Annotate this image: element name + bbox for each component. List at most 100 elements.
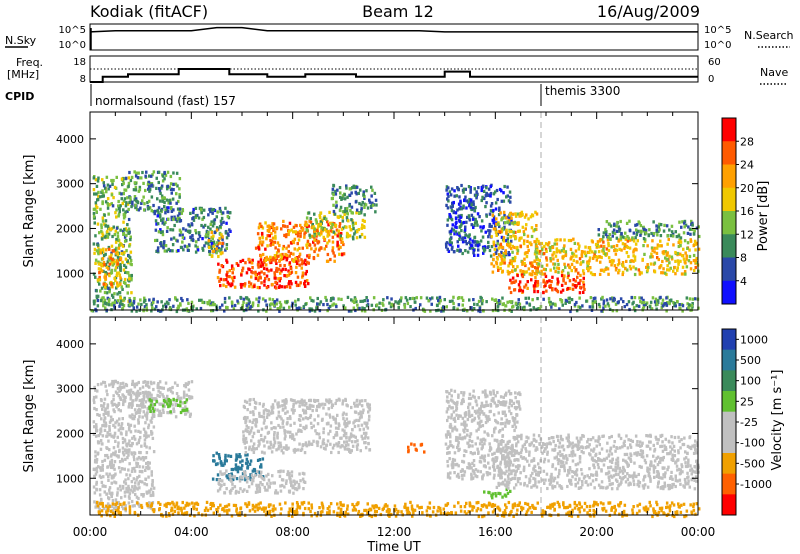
heatmap-cell xyxy=(631,236,634,240)
heatmap-cell xyxy=(163,240,166,244)
heatmap-cell xyxy=(605,230,608,234)
heatmap-cell xyxy=(254,423,257,427)
heatmap-cell xyxy=(230,300,234,304)
heatmap-cell xyxy=(240,467,243,471)
heatmap-cell xyxy=(133,488,136,492)
heatmap-cell xyxy=(143,380,147,384)
heatmap-cell xyxy=(615,236,619,240)
heatmap-cell xyxy=(308,219,311,223)
heatmap-cell xyxy=(576,242,580,246)
heatmap-cell xyxy=(295,283,299,288)
heatmap-cell xyxy=(332,415,335,419)
heatmap-cell xyxy=(602,247,605,251)
heatmap-cell xyxy=(460,296,464,300)
heatmap-cell xyxy=(639,233,642,237)
heatmap-cell xyxy=(359,410,362,414)
heatmap-cell xyxy=(146,406,150,411)
heatmap-cell xyxy=(266,409,269,413)
heatmap-cell xyxy=(321,402,324,406)
heatmap-cell xyxy=(683,221,686,225)
heatmap-cell xyxy=(226,214,230,219)
heatmap-cell xyxy=(136,389,140,393)
heatmap-cell xyxy=(113,276,116,280)
heatmap-cell xyxy=(112,196,115,200)
heatmap-cell xyxy=(329,442,332,446)
heatmap-cell xyxy=(158,386,162,390)
heatmap-cell xyxy=(650,231,653,236)
heatmap-cell xyxy=(337,229,340,233)
heatmap-cell xyxy=(549,303,552,307)
heatmap-cell xyxy=(103,222,106,226)
heatmap-cell xyxy=(168,249,172,253)
heatmap-cell xyxy=(232,307,236,311)
heatmap-cell xyxy=(562,249,566,254)
heatmap-cell xyxy=(92,176,96,180)
heatmap-cell xyxy=(146,381,149,385)
heatmap-cell xyxy=(470,223,473,227)
heatmap-cell xyxy=(447,194,450,198)
heatmap-cell xyxy=(570,269,573,273)
heatmap-cell xyxy=(201,246,204,250)
heatmap-cell xyxy=(149,493,152,498)
heatmap-cell xyxy=(112,382,115,386)
heatmap-cell xyxy=(251,445,255,449)
heatmap-cell xyxy=(201,237,204,241)
heatmap-cell xyxy=(692,253,696,258)
heatmap-cell xyxy=(607,236,610,240)
heatmap-cell xyxy=(237,263,240,267)
heatmap-cell xyxy=(459,215,462,219)
heatmap-cell xyxy=(258,470,261,474)
heatmap-cell xyxy=(500,257,504,261)
heatmap-cell xyxy=(133,195,137,199)
heatmap-cell xyxy=(652,233,655,237)
heatmap-cell xyxy=(473,302,476,306)
heatmap-cell xyxy=(489,254,493,258)
heatmap-cell xyxy=(225,474,228,478)
heatmap-cell xyxy=(493,221,497,225)
heatmap-cell xyxy=(469,187,472,192)
heatmap-cell xyxy=(328,210,331,214)
heatmap-cell xyxy=(247,302,250,306)
heatmap-cell xyxy=(328,413,331,417)
heatmap-cell xyxy=(121,183,124,187)
heatmap-cell xyxy=(341,219,345,223)
heatmap-cell xyxy=(465,206,468,210)
heatmap-cell xyxy=(507,272,510,276)
heatmap-cell xyxy=(190,300,194,304)
heatmap-cell xyxy=(157,206,161,210)
heatmap-cell xyxy=(262,402,265,406)
heatmap-cell xyxy=(144,298,147,302)
heatmap-cell xyxy=(516,249,520,253)
heatmap-cell xyxy=(149,409,152,413)
heatmap-cell xyxy=(519,288,522,292)
heatmap-cell xyxy=(223,462,226,466)
heatmap-cell xyxy=(497,213,501,217)
heatmap-cell xyxy=(355,185,359,189)
heatmap-cell xyxy=(332,183,335,187)
heatmap-cell xyxy=(498,224,501,229)
heatmap-cell xyxy=(94,207,97,211)
heatmap-cell xyxy=(148,188,152,192)
heatmap-cell xyxy=(121,417,124,421)
heatmap-cell xyxy=(336,243,339,247)
heatmap-cell xyxy=(502,191,505,195)
heatmap-cell xyxy=(509,259,512,263)
heatmap-cell xyxy=(117,401,121,406)
heatmap-cell xyxy=(126,259,129,263)
heatmap-cell xyxy=(563,262,566,266)
heatmap-cell xyxy=(329,429,332,433)
heatmap-cell xyxy=(646,263,649,267)
heatmap-cell xyxy=(663,223,666,227)
heatmap-cell xyxy=(204,241,208,245)
heatmap-cell xyxy=(232,475,235,479)
heatmap-cell xyxy=(505,239,508,243)
heatmap-cell xyxy=(345,186,348,190)
heatmap-cell xyxy=(467,214,471,218)
heatmap-cell xyxy=(97,194,100,198)
heatmap-cell xyxy=(116,391,119,395)
heatmap-cell xyxy=(602,302,605,306)
heatmap-cell xyxy=(542,252,546,256)
heatmap-cell xyxy=(148,184,151,189)
heatmap-cell xyxy=(322,303,325,307)
heatmap-cell xyxy=(329,229,332,233)
